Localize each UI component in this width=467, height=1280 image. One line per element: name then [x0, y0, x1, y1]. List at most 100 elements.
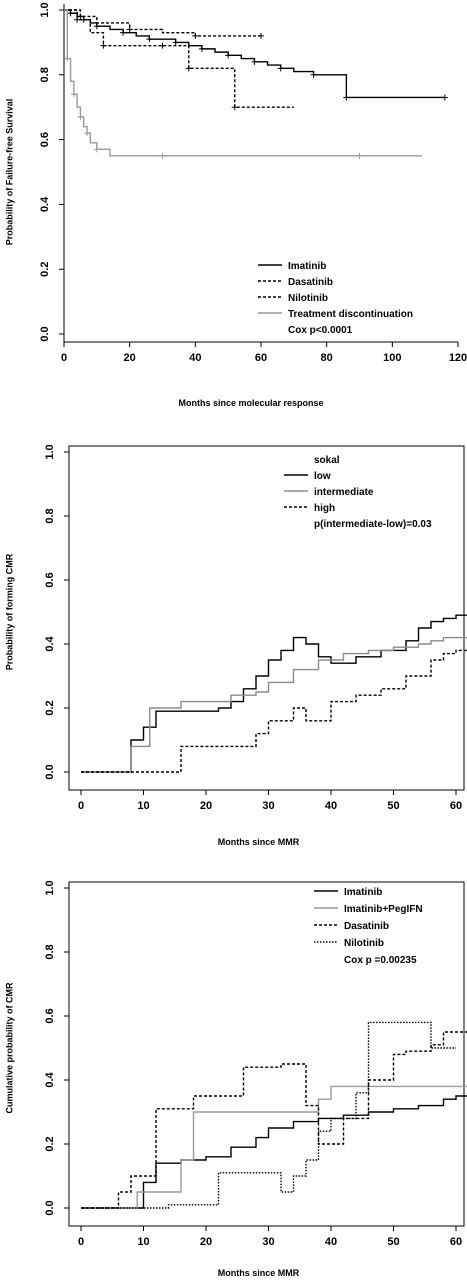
- series-line-treatment-discontinuation: [64, 9, 422, 157]
- censor-mark: [198, 45, 205, 52]
- y-tick-label: 0.8: [44, 944, 56, 959]
- legend: Imatinib Dasatinib Nilotinib Treatment disc…: [258, 261, 413, 336]
- y-tick-label: 1.0: [44, 880, 56, 895]
- y-tick-label: 0.4: [44, 635, 56, 651]
- y-tick-label: 0.8: [39, 67, 51, 82]
- y-tick-label: 0.0: [39, 326, 51, 341]
- censor-mark: [74, 16, 81, 23]
- y-tick-label: 0.2: [44, 1136, 56, 1151]
- series-line-dasatinib: [64, 9, 294, 108]
- x-tick-label: 20: [124, 352, 136, 364]
- x-tick-label: 30: [262, 1236, 274, 1248]
- y-tick-label: 0.4: [39, 196, 51, 212]
- censor-mark: [64, 55, 71, 62]
- censor-mark: [231, 104, 238, 111]
- censor-mark: [126, 26, 133, 33]
- plot-frame: [68, 881, 465, 1227]
- chart-panel-1: 0.0 0.2 0.4 0.6 0.8 1.0 0 20 40 60 80 100 120 Months …: [4, 2, 467, 408]
- censor-mark: [93, 23, 100, 30]
- censor-mark: [146, 36, 153, 43]
- x-tick-label: 30: [262, 800, 274, 812]
- censor-mark: [343, 94, 350, 101]
- censor-mark: [100, 42, 107, 49]
- legend-entry: Dasatinib: [344, 921, 389, 932]
- y-tick-label: 0.0: [44, 1200, 56, 1215]
- y-tick-label: 1.0: [39, 2, 51, 17]
- series-line-low: [81, 614, 467, 773]
- censor-mark: [277, 65, 284, 72]
- censor-mark: [258, 32, 264, 39]
- y-tick-label: 0.8: [44, 508, 56, 523]
- series-line-high: [81, 649, 467, 773]
- legend-entry: Cox p<0.0001: [288, 325, 353, 336]
- censor-mark: [310, 71, 317, 78]
- x-axis-label: Months since molecular response: [178, 398, 323, 408]
- x-tick-label: 80: [321, 352, 333, 364]
- x-tick-label: 60: [450, 1236, 462, 1248]
- x-tick-label: 0: [78, 800, 84, 812]
- censor-mark: [185, 65, 192, 72]
- x-axis-label: Months since MMR: [218, 1268, 300, 1278]
- y-tick-label: 0.2: [44, 700, 56, 715]
- legend-entry: Nilotinib: [344, 938, 384, 949]
- legend-entry: Dasatinib: [288, 277, 333, 288]
- censor-mark: [77, 113, 84, 120]
- legend-entry: high: [314, 503, 335, 514]
- x-tick-label: 10: [137, 1236, 149, 1248]
- x-tick-label: 120: [449, 352, 467, 364]
- x-tick-label: 10: [137, 800, 149, 812]
- censor-mark: [77, 13, 84, 20]
- legend-entry: Cox p =0.00235: [344, 955, 417, 966]
- x-tick-label: 20: [200, 800, 212, 812]
- series-line-nilotinib: [81, 1021, 456, 1209]
- censor-mark: [159, 42, 166, 49]
- y-tick-label: 0.6: [39, 132, 51, 147]
- legend-entry: intermediate: [314, 487, 374, 498]
- censor-mark: [83, 130, 90, 137]
- censor-mark: [67, 10, 74, 17]
- y-axis-label: Probability of forming CMR: [4, 553, 14, 670]
- y-tick-label: 1.0: [44, 444, 56, 459]
- y-tick-label: 0.4: [44, 1071, 56, 1087]
- y-tick-label: 0.0: [44, 764, 56, 779]
- censor-mark: [159, 152, 166, 159]
- legend-entry: Imatinib: [288, 261, 326, 272]
- series-line-imatinib-pegifn: [81, 1085, 467, 1209]
- x-tick-label: 40: [189, 352, 201, 364]
- legend: Imatinib Imatinib+PegIFN Dasatinib Nilotini…: [314, 887, 423, 966]
- x-tick-label: 0: [61, 352, 67, 364]
- censor-mark: [441, 94, 448, 101]
- series-line-dasatinib: [81, 1031, 467, 1209]
- legend: sokal low intermediate high p(intermediate-l…: [284, 455, 432, 530]
- censor-mark: [70, 91, 77, 98]
- y-tick-label: 0.6: [44, 572, 56, 587]
- x-tick-label: 20: [200, 1236, 212, 1248]
- x-tick-label: 60: [450, 800, 462, 812]
- legend-entry: Nilotinib: [288, 293, 328, 304]
- plot-frame: [68, 445, 465, 791]
- legend-entry: Imatinib+PegIFN: [344, 904, 423, 915]
- y-axis-label: Probability of Failure-free Survival: [4, 99, 14, 246]
- legend-entry: Treatment discontinuation: [288, 309, 413, 320]
- legend-entry: p(intermediate-low)=0.03: [314, 519, 432, 530]
- censor-mark: [251, 58, 258, 65]
- y-tick-label: 0.2: [39, 262, 51, 277]
- x-tick-label: 60: [255, 352, 267, 364]
- censor-mark: [172, 39, 179, 46]
- censor-mark: [192, 32, 199, 39]
- chart-panel-2: 0.0 0.2 0.4 0.6 0.8 1.0 0 10 20 30 40 50 60 Months si…: [4, 444, 467, 847]
- series-line-imatinib: [81, 1095, 467, 1209]
- chart-panel-3: 0.0 0.2 0.4 0.6 0.8 1.0 0 10 20 30 40 50 60 Months si…: [4, 880, 467, 1278]
- censor-mark: [120, 29, 127, 36]
- censor-mark: [93, 146, 100, 153]
- y-axis-label: Cumulative probability of CMR: [4, 982, 14, 1114]
- x-tick-label: 50: [387, 800, 399, 812]
- x-tick-label: 40: [325, 1236, 337, 1248]
- x-tick-label: 100: [383, 352, 401, 364]
- x-tick-label: 50: [387, 1236, 399, 1248]
- x-tick-label: 0: [78, 1236, 84, 1248]
- y-tick-label: 0.6: [44, 1008, 56, 1023]
- censor-mark: [356, 152, 363, 159]
- legend-entry: sokal: [314, 455, 340, 466]
